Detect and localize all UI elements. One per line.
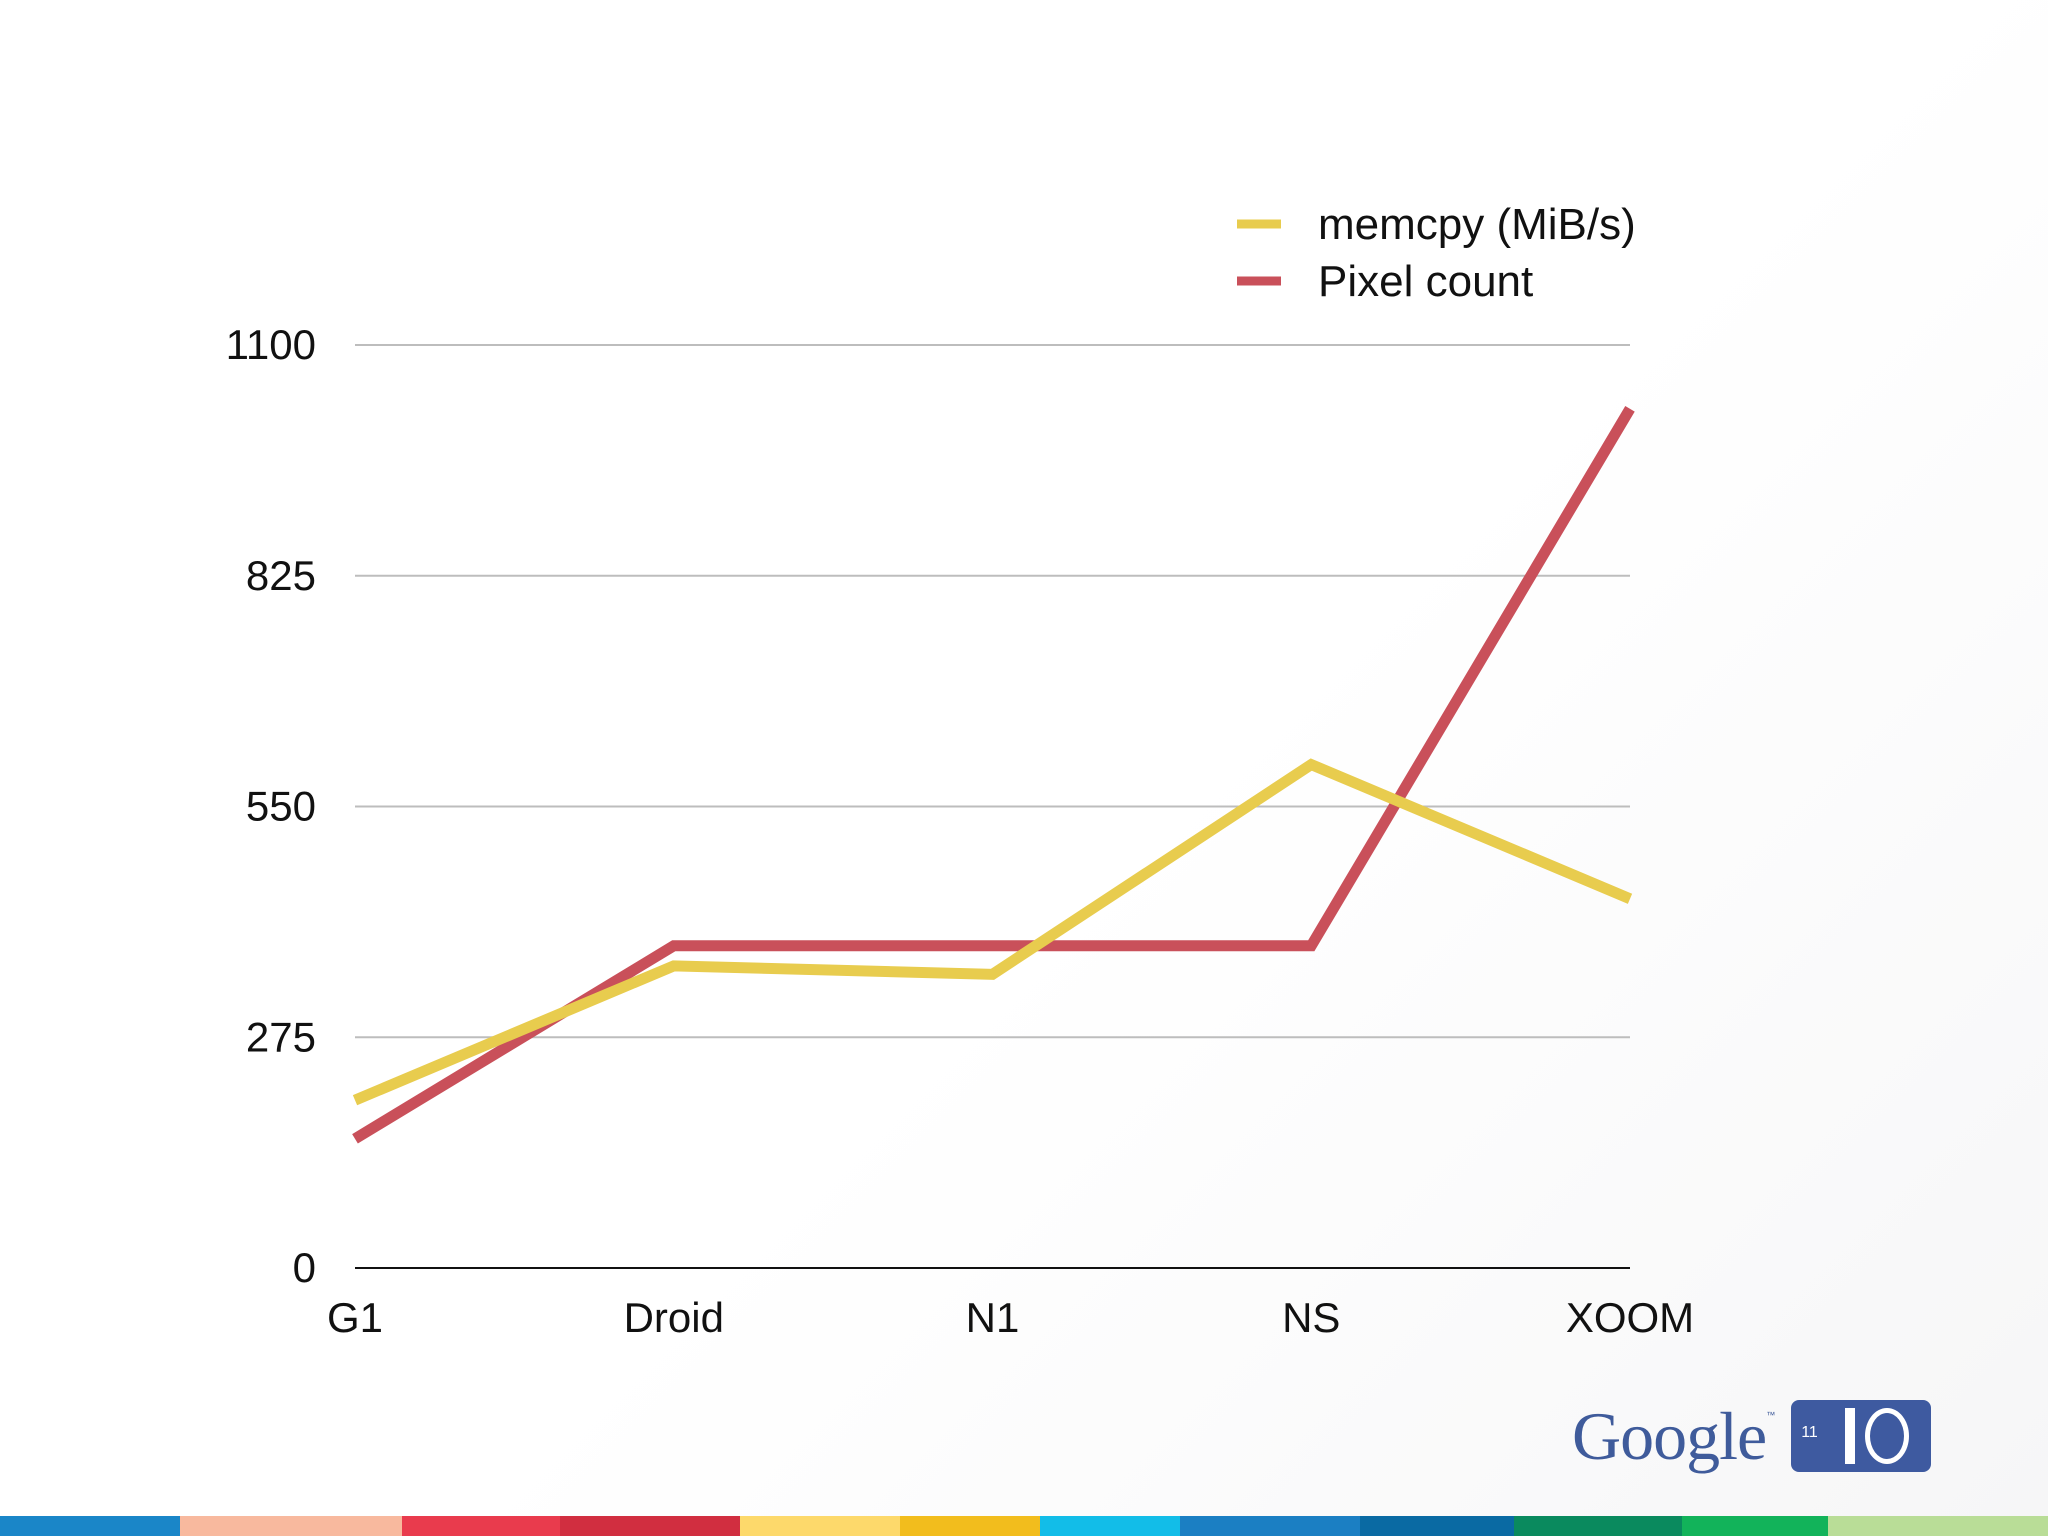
footer-color-segment [740,1516,900,1536]
footer-color-segment [0,1516,180,1536]
footer-color-segment [402,1516,560,1536]
y-tick-label: 825 [246,552,316,599]
series-line-pixel-count [352,405,1635,1144]
google-io-logo: Google ™ 11 [1572,1396,1932,1476]
io-badge-o-icon [1865,1408,1910,1464]
x-tick-label: NS [1282,1294,1340,1341]
legend-label: Pixel count [1318,257,1533,306]
y-axis-ticks: 0 275 550 825 1100 [226,321,316,1291]
io-badge-year: 11 [1801,1424,1818,1441]
footer-color-segment [1040,1516,1180,1536]
y-tick-label: 0 [293,1244,316,1291]
footer-color-segment [1682,1516,1828,1536]
footer-color-segment [900,1516,1040,1536]
y-tick-label: 275 [246,1013,316,1060]
footer-color-segment [1360,1516,1514,1536]
legend: memcpy (MiB/s) Pixel count [1237,200,1636,306]
series-line-memcpy [352,758,1633,1106]
gridlines [355,344,1630,1269]
x-axis-ticks: G1 Droid N1 NS XOOM [327,1294,1694,1341]
trademark-symbol: ™ [1766,1410,1776,1420]
legend-label: memcpy (MiB/s) [1318,200,1636,249]
x-tick-label: G1 [327,1294,383,1341]
io-badge: 11 [1791,1400,1932,1472]
y-tick-label: 550 [246,783,316,830]
x-tick-label: N1 [966,1294,1020,1341]
footer-color-segment [180,1516,402,1536]
io-badge-i-icon [1845,1408,1856,1464]
footer-color-bar [0,1516,2048,1536]
footer-color-segment [1514,1516,1682,1536]
x-tick-label: Droid [624,1294,724,1341]
footer-color-segment [560,1516,740,1536]
footer-color-segment [1180,1516,1360,1536]
y-tick-label: 1100 [226,321,316,368]
footer-color-segment [1828,1516,2048,1536]
series-lines [352,405,1635,1144]
x-tick-label: XOOM [1566,1294,1694,1341]
google-wordmark: Google [1572,1398,1767,1474]
